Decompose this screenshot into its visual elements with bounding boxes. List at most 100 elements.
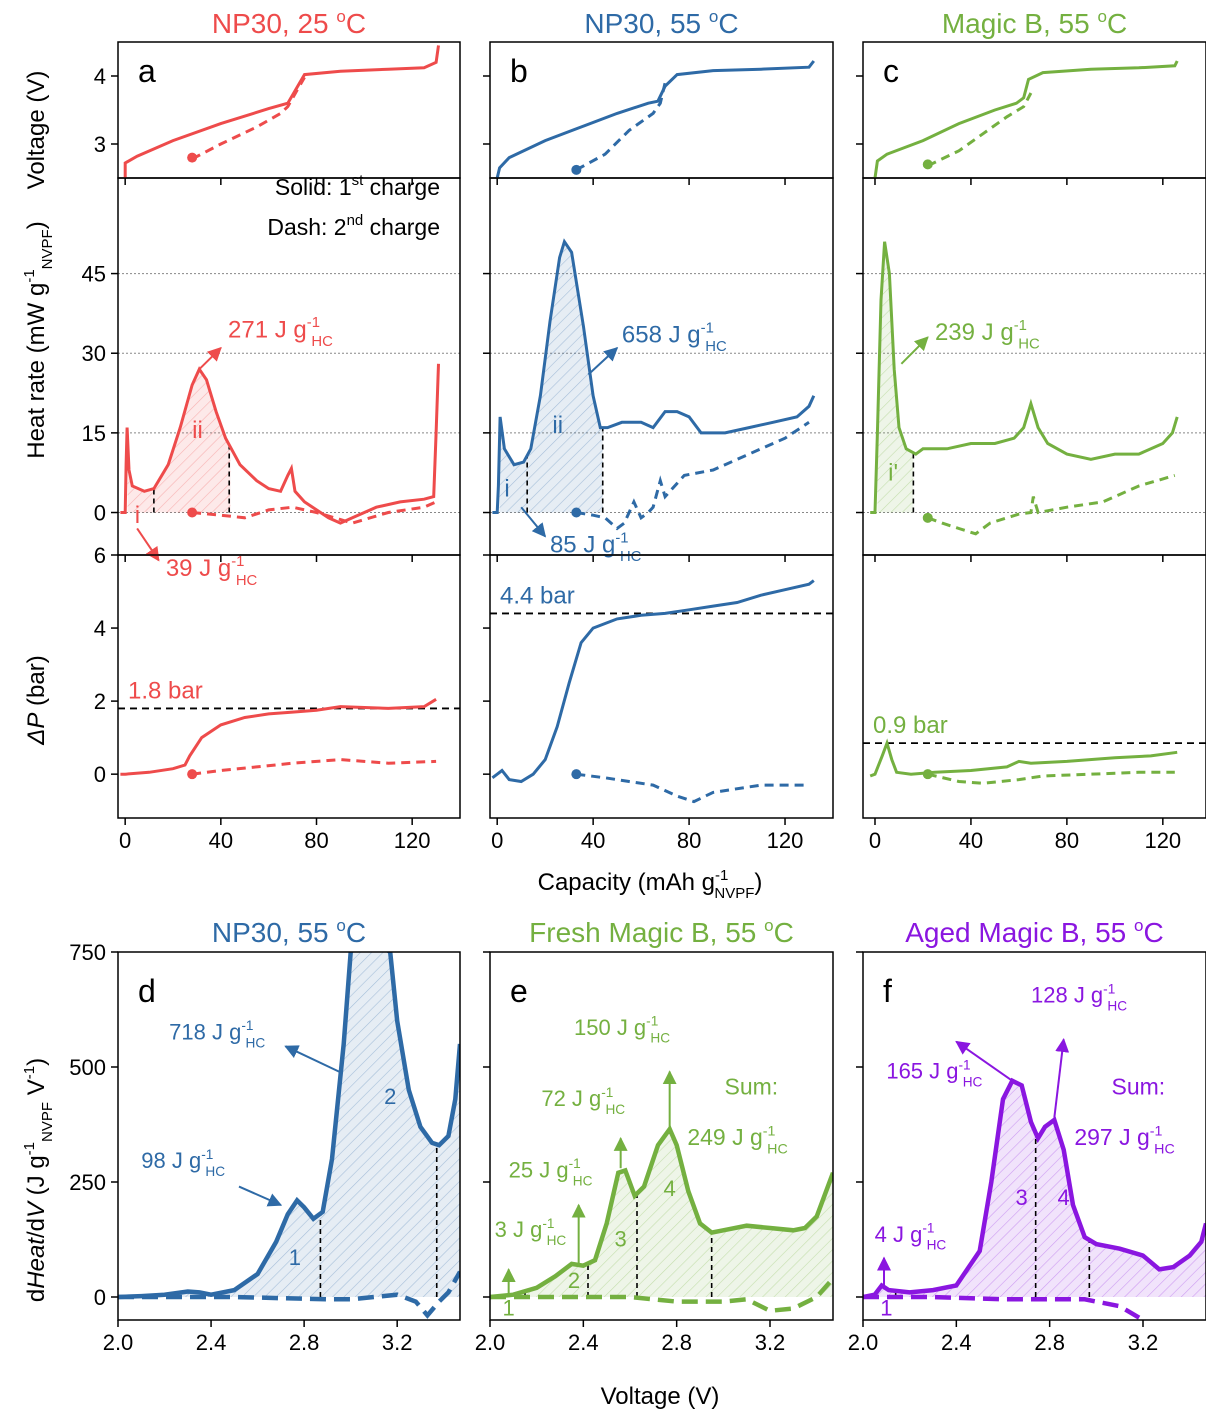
voltage-dash-line [191,76,306,161]
x-tick-label: 40 [209,828,233,853]
pressure-start-marker [187,769,198,780]
annotation-arrow [520,506,547,538]
energy-label-sup: -1 [601,1085,613,1100]
region-label: 3 [615,1226,627,1251]
region-label-ii: ii [552,412,563,439]
heat-start-marker [922,512,933,523]
energy-label-sub: HC [963,1074,983,1089]
pressure-solid-line [120,698,437,776]
y-tick-label: 750 [69,940,106,965]
heat-subplot: i' 239 J g-1 HC [856,177,1206,562]
voltage-dash-line [575,82,667,172]
y-axis-label-dheat-dv: dHeat/dV (J g-1NVPF V-1) [21,1058,56,1302]
x-tick-label: 2.4 [568,1330,599,1355]
pressure-solid-line [869,738,1178,778]
energy-label-sup: -1 [201,1147,213,1162]
energy-label-i-sub: HC [236,573,258,589]
axis-frame [862,951,1206,1321]
pressure-subplot: 0 40 80 120 0 2 4 6 1.8 bar [94,543,461,853]
energy-label-sup: -1 [569,1156,581,1171]
energy-label-sup: -1 [1014,318,1027,334]
region-label: 1 [289,1245,301,1270]
voltage-subplot: c [856,41,1206,185]
title-main: NP30, 55 [212,917,337,948]
energy-label-sub: HC [205,1164,225,1179]
sum-value-sup: -1 [1150,1124,1163,1140]
panel-title: NP30, 55 oC [584,7,738,39]
energy-label-sub: HC [605,1102,625,1117]
y-tick-label: 15 [82,421,106,446]
energy-label-ii: 658 J g-1 HC [622,321,727,356]
annotation-arrow [955,1040,1013,1082]
energy-label-sub: HC [1107,999,1127,1014]
energy-label: 128 J g-1 HC [1031,981,1127,1013]
integrated-area [118,952,460,1297]
axis-frame [862,554,1206,819]
region-label: 2 [568,1268,580,1293]
title-unit: C [718,8,738,39]
title-main: NP30, 25 [212,8,337,39]
energy-label-ii: 271 J g-1 HC [228,315,333,350]
x-tick-label: 2.0 [475,1330,506,1355]
annotation-arrow [587,346,619,376]
energy-label-sup: -1 [1103,981,1115,996]
heat-solid-line [870,241,1179,514]
pressure-reference-label: 0.9 bar [873,712,948,739]
energy-label-main: 239 J g [935,319,1014,346]
title-sup: o [709,7,718,26]
pressure-start-marker [922,769,933,780]
dheat-solid-line [118,952,460,1300]
voltage-subplot: b [483,41,834,185]
title-main: Aged Magic B, 55 [905,917,1134,948]
x-tick-label: 0 [491,828,503,853]
sum-value-sup: -1 [763,1124,776,1140]
heat-solid-line [492,238,816,514]
legend-dash: Dash: 2nd charge [267,212,440,240]
axis-frame [117,554,461,819]
dheat-dash-line [490,1277,833,1314]
title-unit: C [346,917,366,948]
energy-label-main: 128 J g [1031,983,1103,1008]
panel-title: NP30, 55 oC [212,916,366,948]
sum-value-sub: HC [1154,1141,1175,1157]
panel-title: Aged Magic B, 55 oC [905,916,1164,948]
panel-title: Fresh Magic B, 55 oC [529,916,794,948]
x-tick-label: 120 [394,828,431,853]
plot-area [490,1124,833,1314]
panel-d: NP30, 55 oC 2.0 2.4 2.8 3.2 0 250 500 750 d 1 2 98 J… [69,916,461,1355]
panel-letter: c [883,53,899,89]
title-sup: o [336,916,345,935]
axis-frame [489,554,834,819]
x-tick-label: 2.8 [661,1330,692,1355]
region-label: 4 [664,1176,676,1201]
energy-label-sub: HC [547,1233,567,1248]
pressure-reference-label: 4.4 bar [500,582,575,609]
energy-label-sub: HC [246,1035,266,1050]
energy-label: 165 J g-1 HC [886,1057,982,1089]
energy-label-ii-sub: HC [705,339,727,355]
x-axis-label-capacity: Capacity (mAh g-1 NVPF) [538,867,763,902]
energy-label-sup: -1 [922,1221,934,1236]
sum-value-main: 297 J g [1074,1124,1149,1150]
energy-label-ii-main: 658 J g [622,322,701,349]
title-main: Magic B, 55 [942,8,1098,39]
sum-value-sub: HC [767,1141,788,1157]
title-unit: C [1144,917,1164,948]
pressure-solid-line [491,579,815,784]
sum-value-main: 249 J g [687,1124,762,1150]
y-tick-label: 4 [94,64,106,89]
region-label: 1 [880,1295,892,1320]
energy-label-i-sub: HC [620,549,642,565]
energy-label-sup: -1 [959,1057,971,1072]
sum-label: Sum: [724,1074,778,1100]
y-tick-label: 6 [94,543,106,568]
y-tick-label: 2 [94,689,106,714]
energy-label-sub: HC [650,1031,670,1046]
energy-label-sub: HC [927,1238,947,1253]
annotation-arrow [284,1045,340,1073]
heat-solid-line [120,363,440,525]
heat-integrated-area [127,369,231,513]
